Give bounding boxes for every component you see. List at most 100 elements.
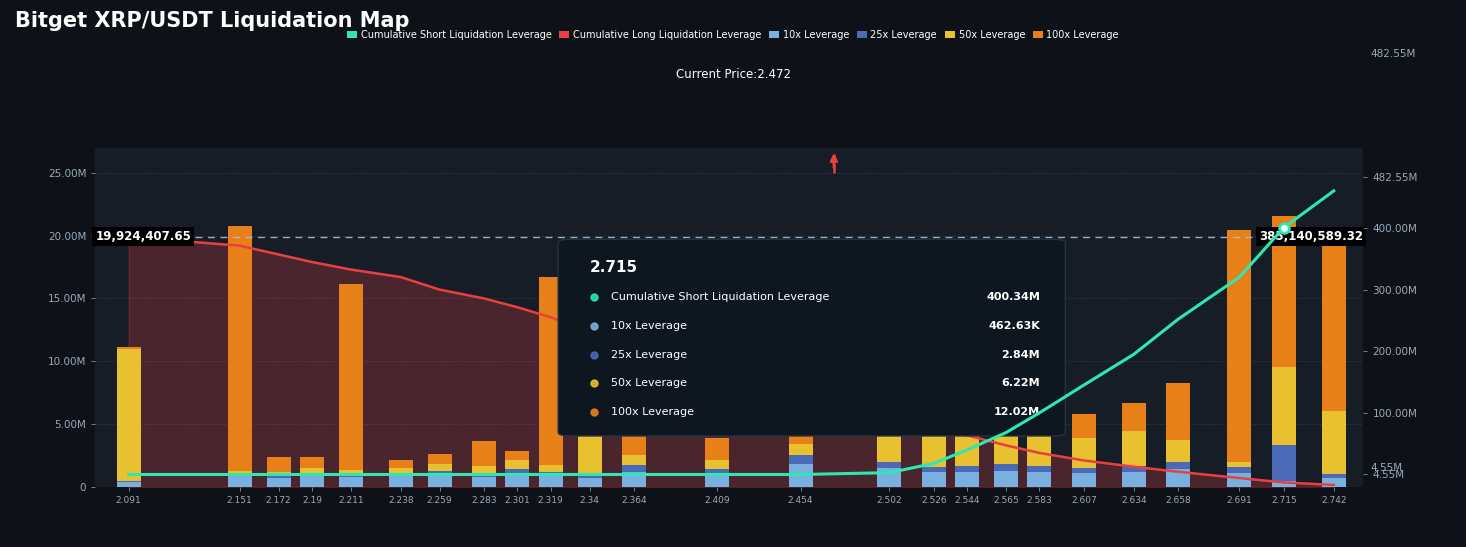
Bar xyxy=(622,465,647,472)
Bar xyxy=(227,475,252,487)
Bar xyxy=(1271,367,1296,445)
Bar xyxy=(1227,473,1252,487)
Bar xyxy=(1322,478,1346,487)
Bar xyxy=(994,470,1017,487)
Bar xyxy=(922,467,946,472)
Bar xyxy=(472,466,496,474)
Bar xyxy=(472,441,496,466)
Bar xyxy=(705,461,730,469)
Bar xyxy=(1028,433,1051,466)
Text: 4.55M: 4.55M xyxy=(1371,463,1403,473)
Bar xyxy=(994,394,1017,429)
Bar xyxy=(117,348,141,481)
Bar xyxy=(117,482,141,487)
Text: 482.55M: 482.55M xyxy=(1371,49,1416,59)
Bar xyxy=(388,468,413,473)
Bar xyxy=(339,470,362,474)
Bar xyxy=(1167,383,1190,440)
Bar xyxy=(117,481,141,482)
Bar xyxy=(267,473,290,476)
Bar xyxy=(705,438,730,461)
Bar xyxy=(506,473,529,487)
Bar xyxy=(622,295,647,456)
Bar xyxy=(267,476,290,478)
Text: 2.715: 2.715 xyxy=(589,260,638,275)
Bar xyxy=(1271,481,1296,487)
Bar xyxy=(506,460,529,469)
Text: 100x Leverage: 100x Leverage xyxy=(611,407,695,417)
FancyBboxPatch shape xyxy=(559,239,1066,436)
Bar xyxy=(339,474,362,477)
Bar xyxy=(301,457,324,468)
Bar xyxy=(956,426,979,466)
Bar xyxy=(428,474,452,487)
Bar xyxy=(1072,414,1097,438)
Bar xyxy=(878,468,902,487)
Bar xyxy=(538,475,563,487)
Bar xyxy=(922,398,946,423)
Bar xyxy=(1227,462,1252,467)
Bar xyxy=(789,444,812,456)
Text: 400.34M: 400.34M xyxy=(987,292,1039,302)
Bar xyxy=(578,306,601,337)
Bar xyxy=(994,464,1017,470)
Bar xyxy=(789,325,812,444)
Text: 385,140,589.32: 385,140,589.32 xyxy=(1259,230,1363,243)
Bar xyxy=(789,456,812,464)
Bar xyxy=(339,477,362,487)
Bar xyxy=(388,460,413,468)
Bar xyxy=(1271,445,1296,481)
Bar xyxy=(578,337,601,475)
Bar xyxy=(1072,468,1097,473)
Bar xyxy=(878,462,902,468)
Bar xyxy=(1271,216,1296,367)
Bar xyxy=(301,468,324,473)
Bar xyxy=(922,472,946,487)
Bar xyxy=(1322,411,1346,474)
Bar xyxy=(538,465,563,472)
Bar xyxy=(227,470,252,474)
Bar xyxy=(1121,472,1146,487)
Bar xyxy=(538,472,563,475)
Bar xyxy=(956,360,979,426)
Text: Bitget XRP/USDT Liquidation Map: Bitget XRP/USDT Liquidation Map xyxy=(15,11,409,31)
Text: 6.22M: 6.22M xyxy=(1001,379,1039,388)
Bar xyxy=(506,469,529,473)
Bar xyxy=(578,475,601,478)
Bar xyxy=(1167,469,1190,487)
Bar xyxy=(622,472,647,487)
Bar xyxy=(705,474,730,487)
Text: 10x Leverage: 10x Leverage xyxy=(611,321,688,331)
Text: 25x Leverage: 25x Leverage xyxy=(611,350,688,359)
Bar xyxy=(705,469,730,474)
Bar xyxy=(267,478,290,487)
Bar xyxy=(472,474,496,477)
Bar xyxy=(388,473,413,475)
Bar xyxy=(956,472,979,487)
Bar xyxy=(922,423,946,467)
Bar xyxy=(301,475,324,487)
Text: Current Price:2.472: Current Price:2.472 xyxy=(676,68,790,82)
Bar xyxy=(388,475,413,487)
Bar xyxy=(117,347,141,348)
Bar xyxy=(956,466,979,472)
Bar xyxy=(1028,406,1051,433)
Text: 12.02M: 12.02M xyxy=(994,407,1039,417)
Bar xyxy=(267,457,290,473)
Bar xyxy=(227,474,252,475)
Bar xyxy=(428,454,452,464)
Bar xyxy=(1072,438,1097,468)
Bar xyxy=(1167,440,1190,462)
Bar xyxy=(789,464,812,487)
Bar xyxy=(578,478,601,487)
Bar xyxy=(878,414,902,462)
Bar xyxy=(1121,431,1146,466)
Text: 19,924,407.65: 19,924,407.65 xyxy=(95,230,191,243)
Bar xyxy=(622,456,647,465)
Text: 2.84M: 2.84M xyxy=(1001,350,1039,359)
Bar xyxy=(428,470,452,474)
Bar xyxy=(994,429,1017,464)
Bar xyxy=(227,225,252,470)
Bar xyxy=(472,477,496,487)
Bar xyxy=(301,473,324,475)
